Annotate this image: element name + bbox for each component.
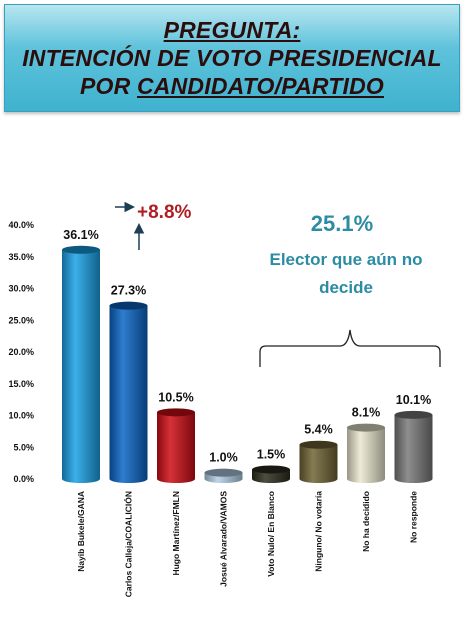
banner-line3-prefix: POR [79,73,137,99]
category-label: Ninguno/ No votaría [314,491,324,572]
category-labels: Nayib Bukele/GANA Carlos Calleja/COALICIÓ… [76,491,419,598]
y-tick-label: 15.0% [8,379,34,389]
bar-body [299,444,338,483]
undecided-brace [259,329,441,367]
bar-body [394,414,433,483]
bar [204,468,243,483]
category-label: Hugo Martínez/FMLN [171,491,181,576]
bar-body [347,427,385,483]
value-label: 8.1% [352,406,381,420]
banner-subtitle: INTENCIÓN DE VOTO PRESIDENCIAL [22,45,442,71]
y-tick-label: 35.0% [8,252,34,262]
bar-top [157,408,195,417]
y-axis: 0.0% 5.0% 10.0% 15.0% 20.0% 25.0% 30.0% 35.0% 40… [8,220,34,484]
bar-top [252,465,290,474]
category-label: No responde [409,491,419,543]
y-tick-label: 0.0% [13,474,34,484]
category-label: Voto Nulo/ En Blanco [266,491,276,577]
bar [157,408,195,483]
bars [62,245,433,483]
banner-title: PREGUNTA: [163,17,301,43]
category-label: Josué Alvarado/VAMOS [219,491,229,587]
category-label: Nayib Bukele/GANA [76,491,86,572]
bar-top [109,301,148,310]
bar-top [299,440,338,449]
value-label: 1.0% [209,451,238,465]
bar [299,440,338,483]
y-tick-label: 20.0% [8,347,34,357]
y-tick-label: 10.0% [8,411,34,421]
undecided-total: 25.1% [311,211,373,236]
difference-annotation: +8.8% [115,201,192,250]
y-tick-label: 25.0% [8,315,34,325]
bar [252,465,290,483]
value-label: 27.3% [111,284,146,298]
bar [109,301,148,483]
bar-top [347,423,385,432]
value-label: 10.5% [158,390,193,404]
y-tick-label: 30.0% [8,284,34,294]
category-label: No ha decidido [361,491,371,552]
bar [347,423,385,483]
value-label: 36.1% [63,228,98,242]
value-label: 10.1% [396,393,431,407]
banner-line3-underlined: CANDIDATO/PARTIDO [136,73,385,99]
value-labels: 36.1% 27.3% 10.5% 1.0% 1.5% 5.4% 8.1% 10.1% [63,228,431,465]
y-tick-label: 40.0% [8,220,34,230]
difference-label: +8.8% [137,202,192,223]
y-tick-label: 5.0% [13,442,34,452]
bar-body [109,305,148,483]
banner-subtitle-line3: POR CANDIDATO/PARTIDO [5,72,459,100]
bar-body [157,412,195,483]
category-label: Carlos Calleja/COALICIÓN [123,491,134,597]
bar [62,245,100,483]
bar-top [204,468,243,477]
bar [394,410,433,483]
undecided-annotation: 25.1% Elector que aún no decide [259,211,441,367]
bar-top [62,245,100,254]
value-label: 1.5% [257,447,286,461]
bar-top [394,410,433,419]
value-label: 5.4% [304,423,333,437]
question-banner: PREGUNTA: INTENCIÓN DE VOTO PRESIDENCIAL… [4,4,460,112]
undecided-text-line2: decide [319,278,373,297]
bar-body [62,249,100,483]
undecided-text-line1: Elector que aún no [269,250,422,269]
